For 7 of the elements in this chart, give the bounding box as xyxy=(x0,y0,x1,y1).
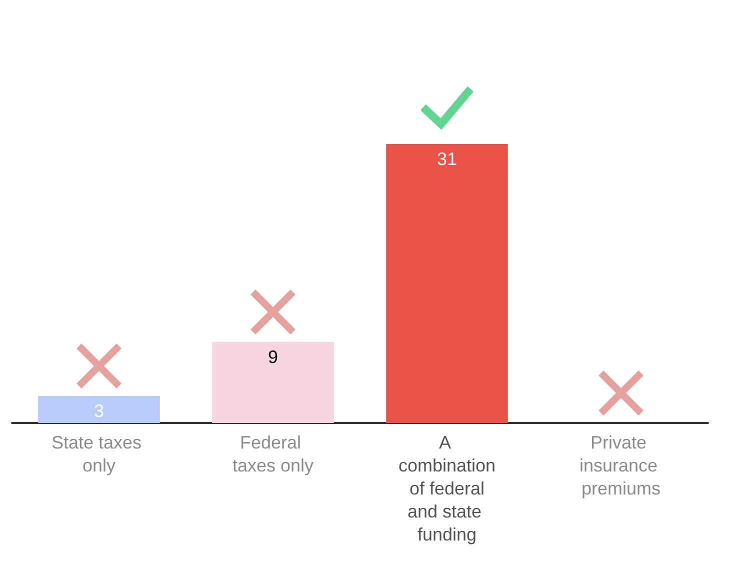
data-label: 9 xyxy=(268,347,278,367)
x-tick-label: Federal taxes only xyxy=(232,432,314,476)
data-label: 31 xyxy=(436,149,458,169)
x-tick-label: Private insurance premiums xyxy=(579,432,663,498)
x-tick-label: A combination of federal and state funding xyxy=(398,432,496,544)
data-label: 3 xyxy=(94,401,104,421)
x-tick-label: State taxes only xyxy=(51,432,147,476)
